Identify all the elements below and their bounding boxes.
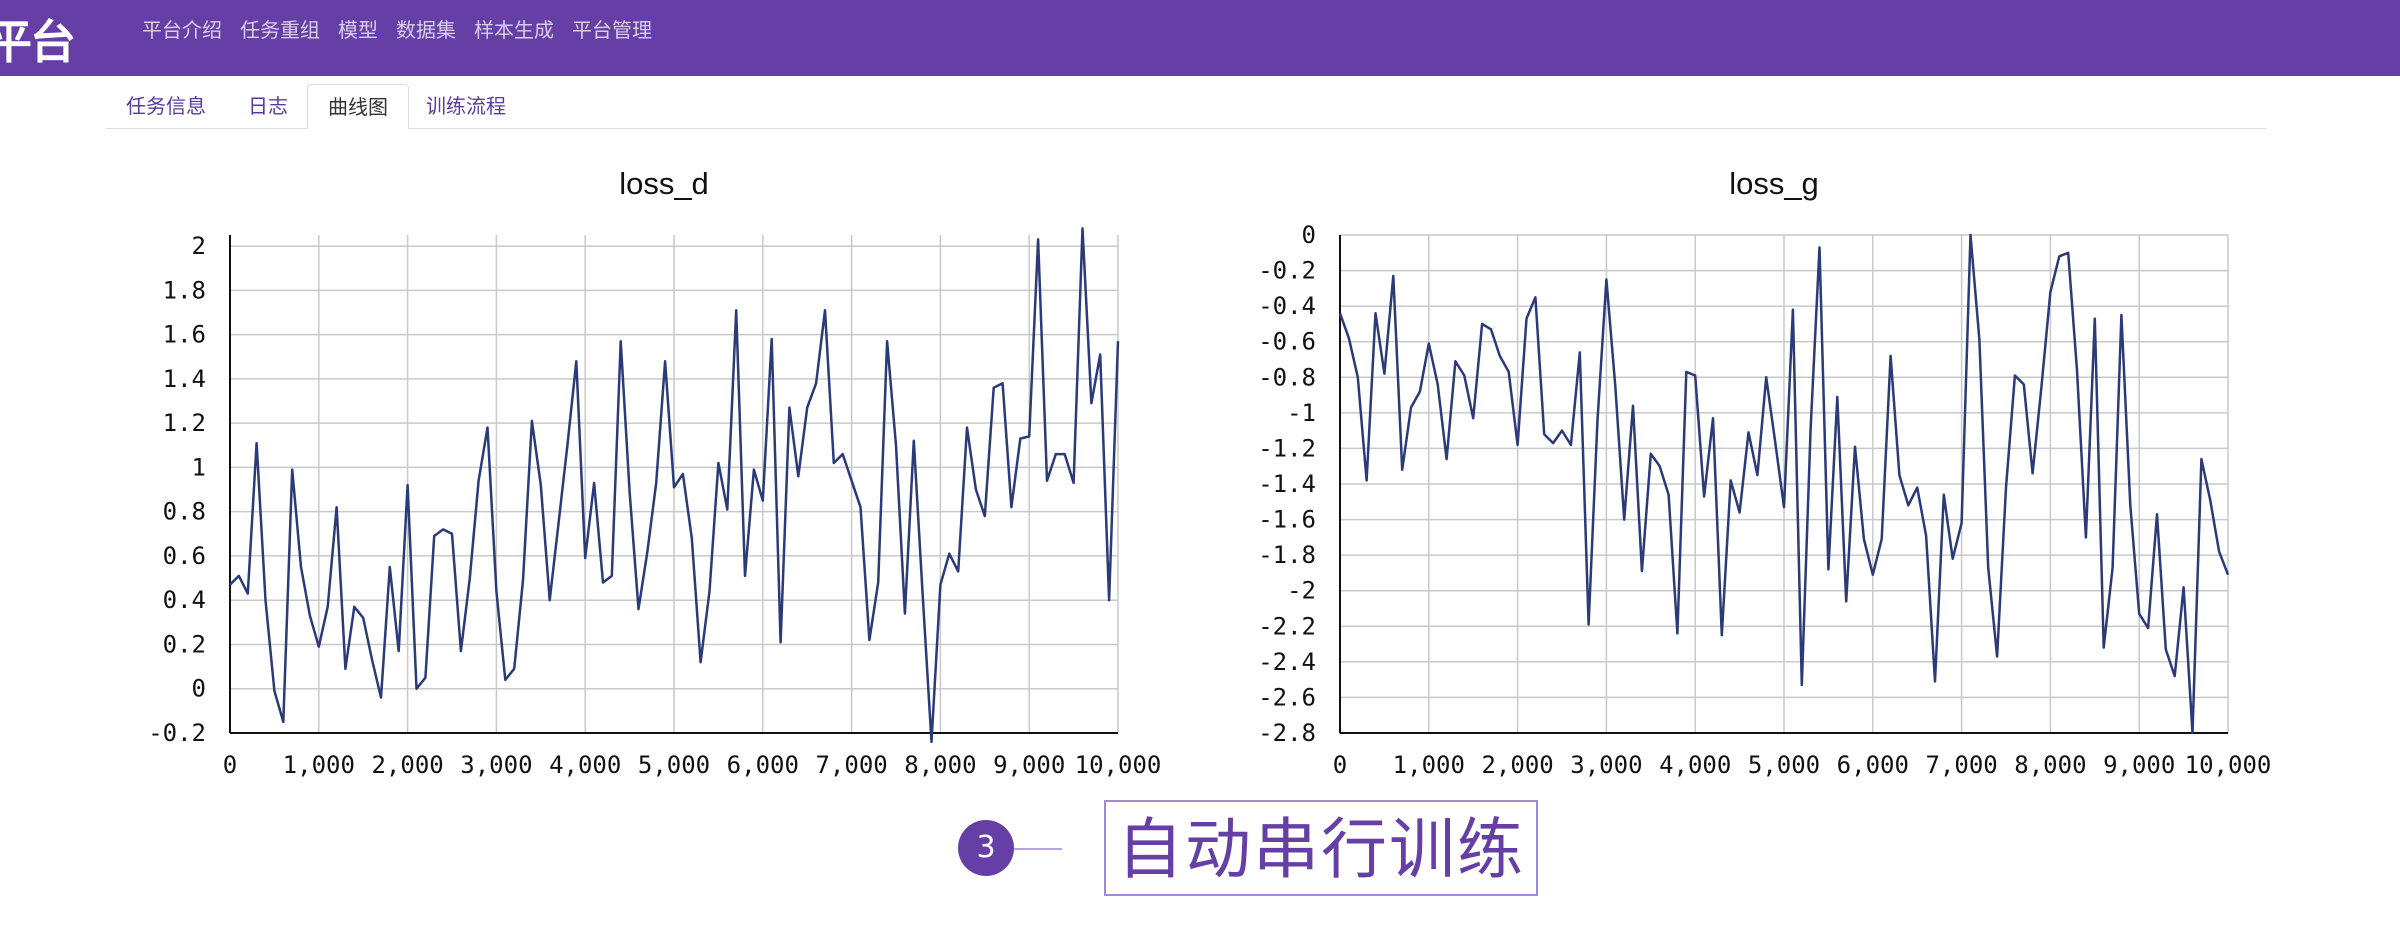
- x-tick-label: 9,000: [993, 751, 1065, 779]
- chart-title: loss_g: [1729, 166, 1819, 201]
- x-tick-label: 5,000: [1748, 751, 1820, 779]
- loss-g-svg: loss_g 0 1,000 2,000 3,000 4,000 5,000 6,000 7,0…: [1258, 166, 2272, 779]
- series-line: [229, 227, 1120, 744]
- y-tick-label: -2.2: [1258, 612, 1316, 640]
- x-tick-label: 3,000: [460, 751, 532, 779]
- y-tick-label: -1: [1287, 399, 1316, 427]
- x-tick-label: 1,000: [283, 751, 355, 779]
- x-tick-label: 8,000: [904, 751, 976, 779]
- x-tick-label: 7,000: [815, 751, 887, 779]
- y-tick-label: 1.6: [163, 321, 206, 349]
- y-tick-label: 1.8: [163, 276, 206, 304]
- y-tick-label: -1.8: [1258, 541, 1316, 569]
- y-tick-label: -1.6: [1258, 506, 1316, 534]
- x-tick-label: 7,000: [1925, 751, 1997, 779]
- nav-item-sample-generation[interactable]: 样本生成: [474, 18, 554, 42]
- x-tick-label: 10,000: [2185, 751, 2272, 779]
- nav-item-model[interactable]: 模型: [338, 18, 378, 42]
- loss-g-chart: loss_g 0 1,000 2,000 3,000 4,000 5,000 6,000 7,0…: [1220, 150, 2380, 790]
- x-tick-label: 1,000: [1393, 751, 1465, 779]
- y-tick-label: 0.8: [163, 498, 206, 526]
- x-tick-label: 0: [1333, 751, 1347, 779]
- x-tick-label: 4,000: [549, 751, 621, 779]
- x-tick-label: 0: [223, 751, 237, 779]
- x-tick-label: 4,000: [1659, 751, 1731, 779]
- step-annotation: 3 自动串行训练: [958, 800, 1558, 900]
- tab-curve-chart[interactable]: 曲线图: [307, 84, 409, 129]
- y-tick-label: 0: [192, 675, 206, 703]
- x-tick-label: 5,000: [638, 751, 710, 779]
- y-tick-label: -2.8: [1258, 719, 1316, 747]
- tab-log[interactable]: 日志: [248, 94, 288, 118]
- nav-item-dataset[interactable]: 数据集: [396, 18, 456, 42]
- x-tick-label: 8,000: [2014, 751, 2086, 779]
- y-tick-label: -2.6: [1258, 683, 1316, 711]
- x-tick-label: 3,000: [1570, 751, 1642, 779]
- nav-item-platform-management[interactable]: 平台管理: [572, 18, 652, 42]
- step-number-badge: 3: [958, 820, 1014, 876]
- x-tick-label: 2,000: [371, 751, 443, 779]
- y-tick-label: 0.6: [163, 542, 206, 570]
- y-tick-label: -2.4: [1258, 648, 1316, 676]
- x-tick-label: 2,000: [1481, 751, 1553, 779]
- task-tabs: 任务信息 日志 曲线图 训练流程: [106, 76, 2266, 129]
- y-tick-label: -0.2: [148, 719, 206, 747]
- y-tick-label: -0.4: [1258, 292, 1316, 320]
- y-tick-label: 1.2: [163, 409, 206, 437]
- nav-item-platform-intro[interactable]: 平台介绍: [142, 18, 222, 42]
- platform-logo[interactable]: 平台: [0, 15, 76, 69]
- nav-item-task-reorg[interactable]: 任务重组: [240, 18, 320, 42]
- annotation-callout: 自动串行训练: [1104, 800, 1538, 896]
- y-tick-label: -1.4: [1258, 470, 1316, 498]
- top-navigation-bar: 平台 平台介绍 任务重组 模型 数据集 样本生成 平台管理: [0, 0, 2400, 76]
- x-tick-label: 9,000: [2103, 751, 2175, 779]
- y-tick-label: -1.2: [1258, 434, 1316, 462]
- x-tick-label: 6,000: [727, 751, 799, 779]
- chart-title: loss_d: [619, 166, 709, 201]
- annotation-connector: [1014, 848, 1062, 850]
- y-tick-label: 1: [192, 453, 206, 481]
- y-tick-label: 0.2: [163, 630, 206, 658]
- y-tick-label: 0: [1302, 221, 1316, 249]
- x-tick-label: 10,000: [1075, 751, 1162, 779]
- x-tick-label: 6,000: [1837, 751, 1909, 779]
- y-tick-label: 1.4: [163, 365, 206, 393]
- tab-training-flow[interactable]: 训练流程: [426, 94, 506, 118]
- y-tick-label: -0.2: [1258, 257, 1316, 285]
- grid: [1339, 234, 2229, 734]
- tab-task-info[interactable]: 任务信息: [126, 94, 206, 118]
- y-tick-label: -0.6: [1258, 328, 1316, 356]
- y-tick-label: -0.8: [1258, 363, 1316, 391]
- y-tick-label: 2: [192, 232, 206, 260]
- main-nav: 平台介绍 任务重组 模型 数据集 样本生成 平台管理: [142, 14, 670, 43]
- loss-d-svg: loss_d 0 1,000 2,000 3,000 4,000 5,000 6,000 7,0…: [148, 166, 1162, 779]
- series-line: [1338, 233, 2230, 735]
- y-tick-label: -2: [1287, 577, 1316, 605]
- loss-d-chart: loss_d 0 1,000 2,000 3,000 4,000 5,000 6,000 7,0…: [110, 150, 1270, 790]
- y-tick-label: 0.4: [163, 586, 206, 614]
